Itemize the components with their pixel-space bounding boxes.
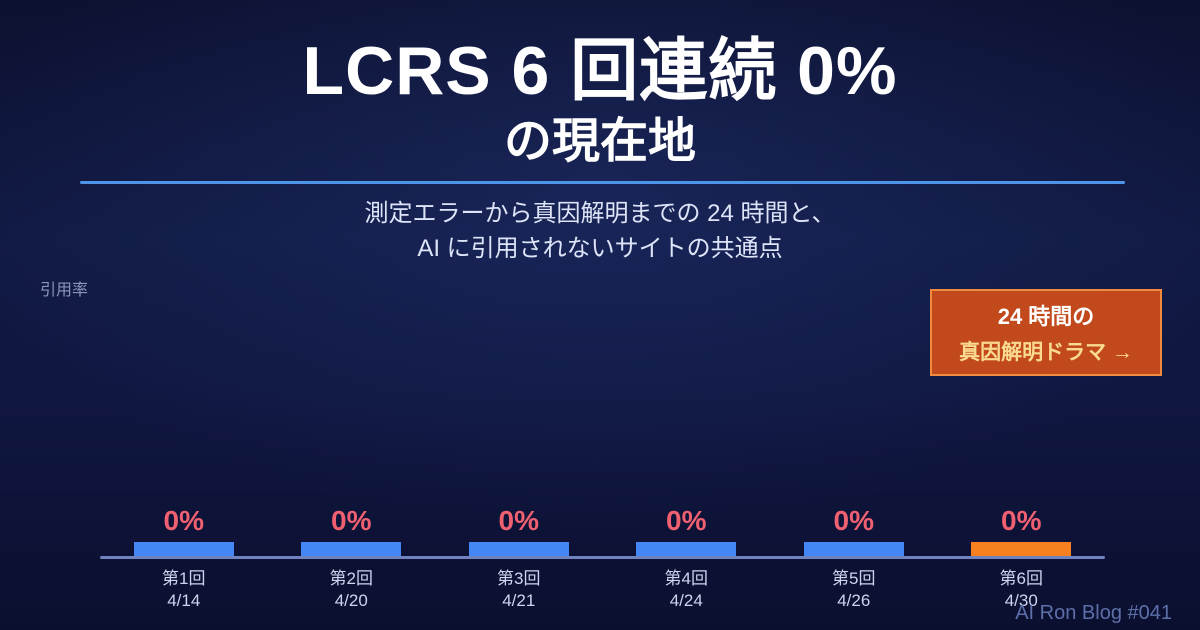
bar-group: 0% <box>603 506 771 556</box>
bar-date-label: 4/24 <box>669 591 703 610</box>
cta-line-1: 24 時間の <box>997 304 1095 329</box>
bar-value-label: 0% <box>498 505 539 536</box>
bar <box>133 542 234 556</box>
bar-chart: 0% 0% 0% 0% 0% 0% 第1回 4/14 第2回 4/20 第3回 4/21 第4回 4/2… <box>100 506 1105 612</box>
bar <box>301 542 402 556</box>
bar-tick: 第3回 4/21 <box>435 568 603 612</box>
bar <box>468 542 569 556</box>
bar-date-label: 4/21 <box>502 591 536 610</box>
cta-button[interactable]: 24 時間の 真因解明ドラマ → <box>930 289 1162 376</box>
bar-tick: 第5回 4/26 <box>770 568 938 612</box>
cta-line-2: 真因解明ドラマ → <box>959 341 1133 364</box>
bar <box>636 542 737 556</box>
bar-date-label: 4/14 <box>167 591 201 610</box>
footer-credit: AI Ron Blog #041 <box>1015 602 1172 624</box>
bar-category-label: 第3回 <box>497 569 541 588</box>
bar-tick: 第1回 4/14 <box>100 568 268 612</box>
bar-value-label: 0% <box>331 505 372 536</box>
bar <box>803 542 904 556</box>
bar-category-label: 第2回 <box>329 569 373 588</box>
bar-tick: 第2回 4/20 <box>268 568 436 612</box>
bar-date-label: 4/30 <box>1004 591 1038 610</box>
title-divider <box>80 181 1125 184</box>
bar-category-label: 第6回 <box>999 569 1043 588</box>
bar-value-label: 0% <box>666 505 707 536</box>
y-axis-label: 引用率 <box>40 282 89 299</box>
bar-tick: 第4回 4/24 <box>603 568 771 612</box>
bar-date-label: 4/20 <box>334 591 368 610</box>
bar-value-label: 0% <box>163 505 204 536</box>
bar-value-label: 0% <box>833 505 874 536</box>
bar-group: 0% <box>938 506 1106 556</box>
bar-group: 0% <box>435 506 603 556</box>
description-line-1: 測定エラーから真因解明までの 24 時間と、 <box>364 200 836 227</box>
description: 測定エラーから真因解明までの 24 時間と、 AI に引用されないサイトの共通点 <box>0 196 1200 266</box>
page-title: LCRS 6 回連続 0% <box>302 33 898 109</box>
bars-row: 0% 0% 0% 0% 0% 0% <box>100 506 1105 556</box>
bar-group: 0% <box>100 506 268 556</box>
bar-category-label: 第1回 <box>162 569 206 588</box>
bar <box>971 542 1072 556</box>
page-subtitle: の現在地 <box>503 115 696 168</box>
bar-category-label: 第5回 <box>832 569 876 588</box>
bar-category-label: 第4回 <box>664 569 708 588</box>
bar-group: 0% <box>268 506 436 556</box>
bar-value-label: 0% <box>1001 505 1042 536</box>
bar-group: 0% <box>770 506 938 556</box>
bar-date-label: 4/26 <box>837 591 871 610</box>
x-axis-line <box>100 556 1105 559</box>
bar-tick: 第6回 4/30 <box>938 568 1106 612</box>
description-line-2: AI に引用されないサイトの共通点 <box>417 235 783 262</box>
ticks-row: 第1回 4/14 第2回 4/20 第3回 4/21 第4回 4/24 第5回 4/26 第6回 4/… <box>100 568 1105 612</box>
